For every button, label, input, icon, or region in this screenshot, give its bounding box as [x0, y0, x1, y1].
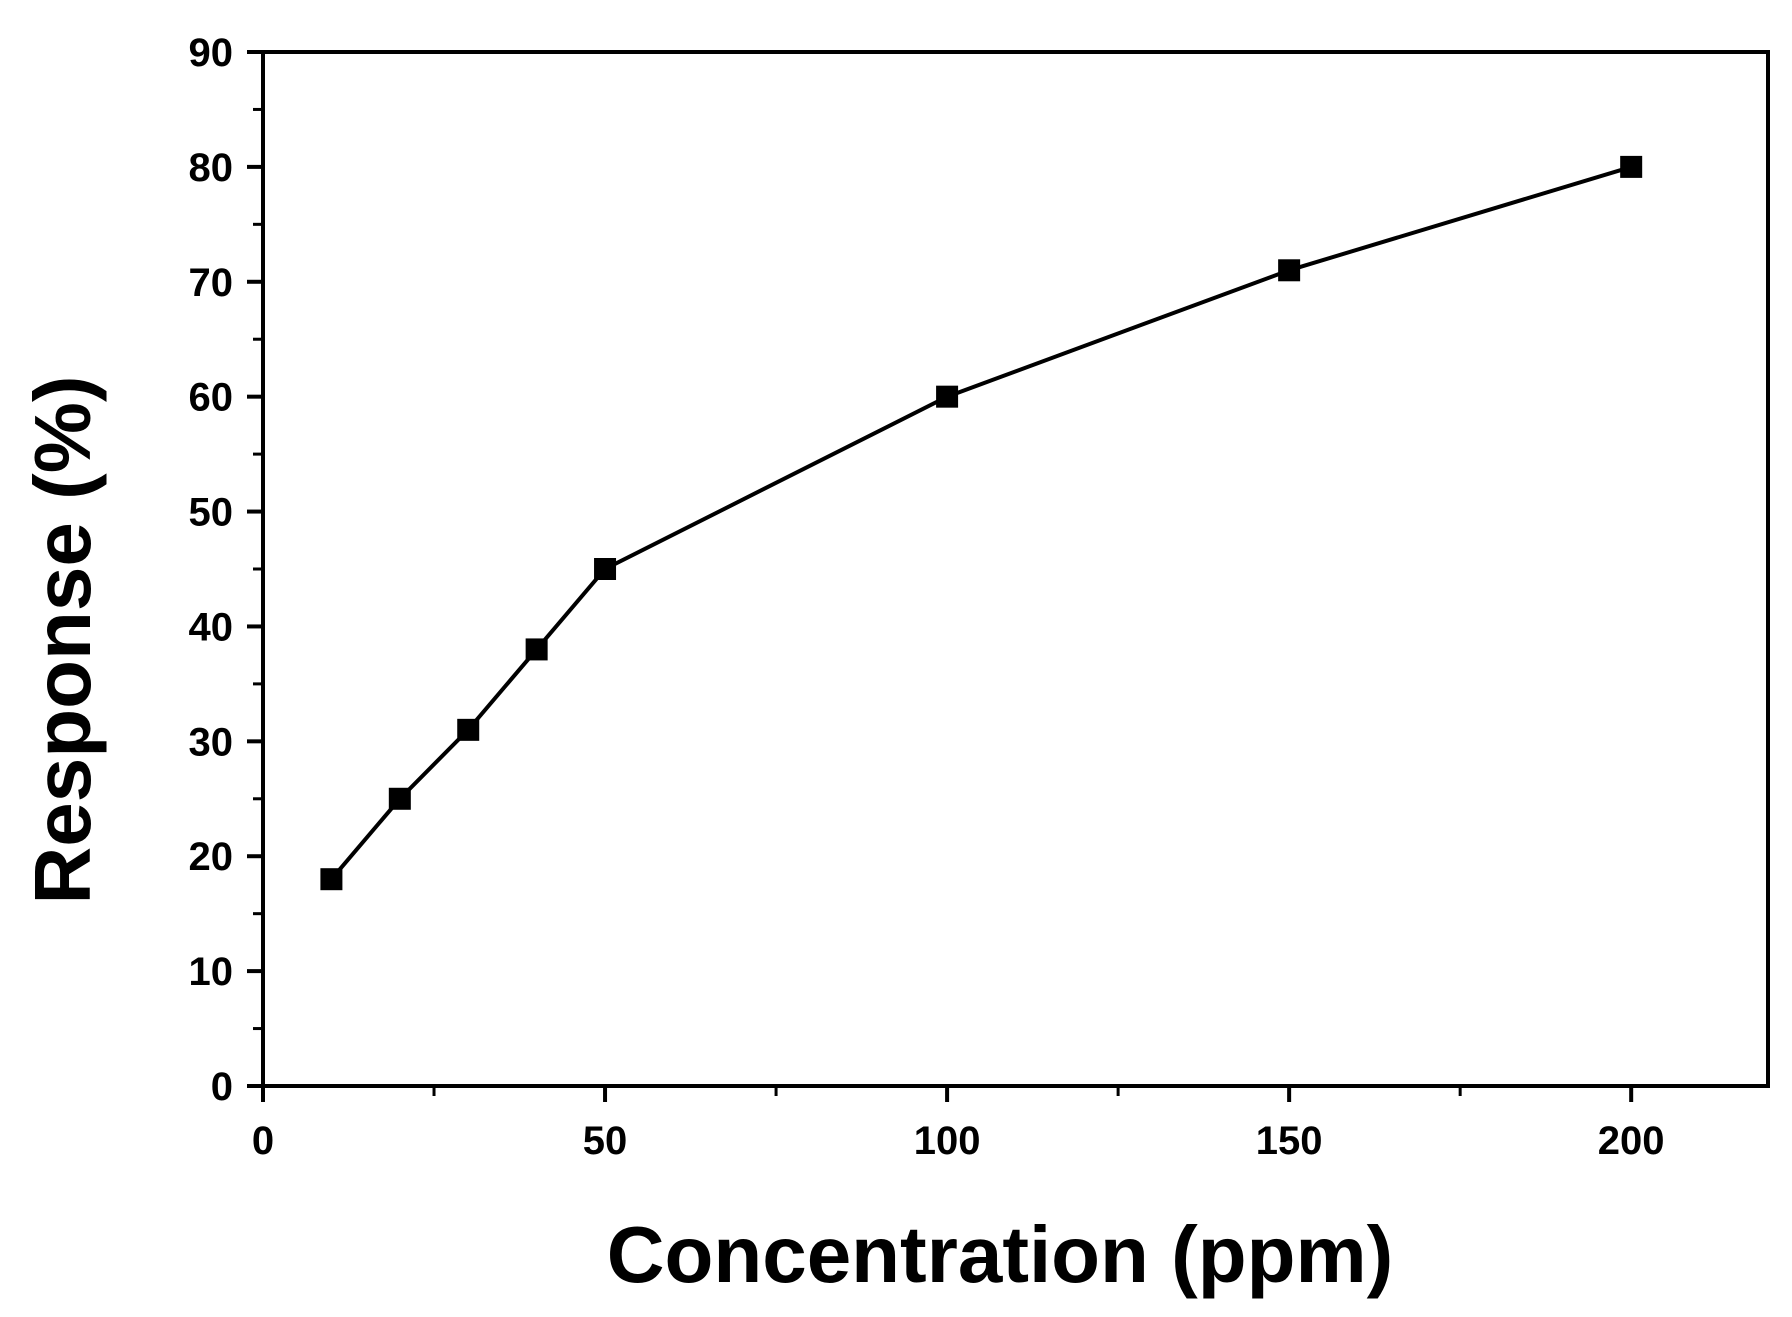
x-axis-title: Concentration (ppm)	[607, 1210, 1394, 1299]
series-markers	[320, 155, 1643, 891]
y-tick-label: 60	[189, 376, 234, 420]
y-tick-label: 20	[189, 835, 234, 879]
y-tick-label: 80	[189, 146, 234, 190]
y-tick-label: 30	[189, 720, 234, 764]
x-tick-label: 0	[252, 1119, 274, 1163]
data-point-marker	[525, 638, 548, 661]
x-tick-label: 150	[1256, 1119, 1323, 1163]
data-point-marker	[320, 868, 343, 891]
y-tick-label: 90	[189, 31, 234, 75]
x-tick-label: 100	[914, 1119, 981, 1163]
plot-frame	[261, 50, 1770, 1088]
y-tick-label: 0	[211, 1065, 233, 1109]
y-axis-title: Response (%)	[18, 376, 107, 905]
data-point-marker	[1620, 155, 1643, 178]
y-tick-label: 70	[189, 261, 234, 305]
y-tick-label: 50	[189, 491, 234, 535]
x-tick-label: 50	[583, 1119, 628, 1163]
y-tick-label: 10	[189, 950, 234, 994]
data-point-marker	[594, 558, 617, 580]
x-axis-ticks: 0 50 100 150 200	[252, 1086, 1665, 1163]
data-point-marker	[388, 787, 411, 810]
data-point-marker	[936, 385, 959, 408]
y-tick-label: 40	[189, 605, 234, 649]
data-point-marker	[457, 718, 480, 741]
y-axis-ticks: 0 10 20 30 40 50 60 70 80 90	[189, 31, 263, 1109]
x-tick-label: 200	[1598, 1119, 1665, 1163]
series-line	[329, 164, 1632, 881]
data-point-marker	[1278, 259, 1301, 282]
